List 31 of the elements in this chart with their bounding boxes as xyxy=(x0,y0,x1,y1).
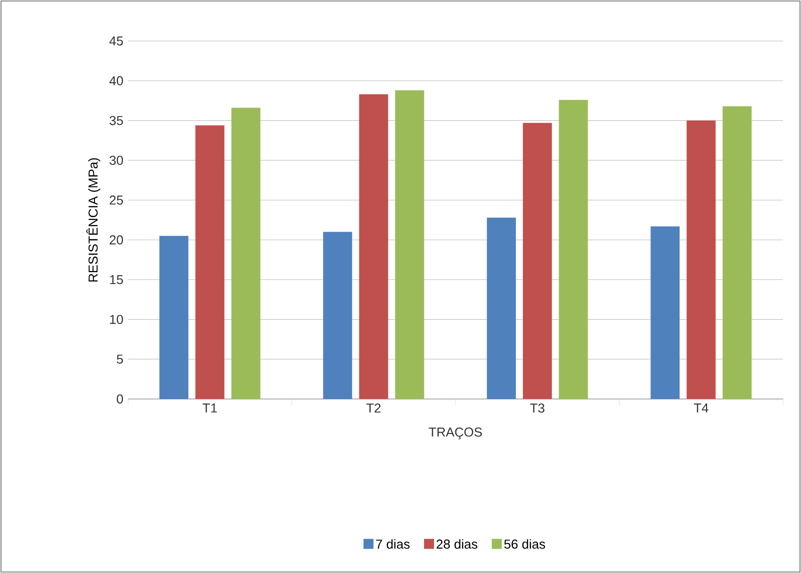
bar xyxy=(323,232,352,399)
y-axis-title: RESISTÊNCIA (MPa) xyxy=(86,158,100,282)
bar xyxy=(686,120,716,399)
bar xyxy=(486,218,516,399)
bar xyxy=(395,90,424,399)
x-tick-label: T2 xyxy=(366,404,381,413)
bar xyxy=(195,125,224,399)
bar xyxy=(722,106,752,399)
bar xyxy=(522,122,552,399)
y-tick-label: 15 xyxy=(110,275,123,284)
y-tick-label: 20 xyxy=(110,235,123,244)
x-axis-title: TRAÇOS xyxy=(428,428,482,440)
x-tick-label: T1 xyxy=(202,404,217,412)
y-tick-label: 0 xyxy=(116,394,123,404)
y-tick-label: 35 xyxy=(110,116,123,126)
legend-label: 56 dias xyxy=(504,539,546,549)
y-tick-label: 30 xyxy=(110,156,123,165)
legend-label: 7 dias xyxy=(376,539,410,549)
x-tick-label: T4 xyxy=(694,404,708,412)
y-tick-label: 45 xyxy=(109,36,123,46)
x-tick-label: T3 xyxy=(530,404,544,413)
bar xyxy=(558,100,588,399)
y-tick-label: 40 xyxy=(109,76,123,86)
bar xyxy=(650,226,680,399)
bar xyxy=(159,236,188,399)
bar xyxy=(359,94,388,399)
y-tick-label: 25 xyxy=(110,196,123,205)
y-tick-label: 10 xyxy=(110,314,123,324)
bar xyxy=(231,108,260,399)
y-tick-label: 5 xyxy=(116,354,123,364)
legend-label: 28 dias xyxy=(436,539,478,549)
